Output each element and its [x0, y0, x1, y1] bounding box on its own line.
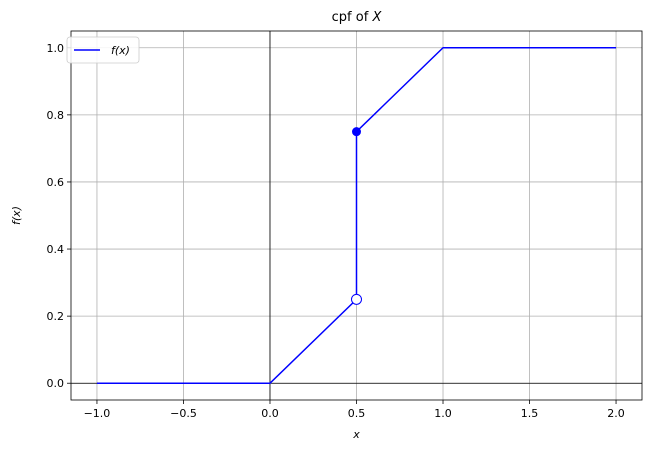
- y-tick-label: 0.4: [47, 243, 65, 256]
- y-ticks: 0.0 0.2 0.4 0.6 0.8 1.0: [47, 42, 71, 390]
- marker-layer: [351, 127, 362, 305]
- x-tick-label: 0.0: [261, 407, 279, 420]
- x-tick-label: −0.5: [170, 407, 197, 420]
- y-tick-label: 0.6: [47, 176, 65, 189]
- x-tick-label: 0.5: [348, 407, 366, 420]
- legend-label: f(x): [111, 44, 130, 57]
- x-tick-label: −1.0: [84, 407, 111, 420]
- x-tick-label: 1.5: [521, 407, 539, 420]
- chart-title: cpf of X: [332, 10, 383, 25]
- legend: f(x): [66, 36, 140, 64]
- x-axis-label: x: [352, 428, 360, 441]
- x-ticks: −1.0 −0.5 0.0 0.5 1.0 1.5 2.0: [84, 400, 625, 420]
- series-layer: [96, 47, 617, 384]
- open-point-marker: [351, 293, 362, 305]
- x-tick-label: 2.0: [607, 407, 625, 420]
- x-tick-label: 1.0: [434, 407, 452, 420]
- y-tick-label: 0.2: [47, 310, 65, 323]
- series-line: [96, 47, 617, 384]
- y-axis-label: f(x): [10, 206, 23, 225]
- y-tick-label: 0.0: [47, 377, 65, 390]
- legend-box: [66, 36, 140, 64]
- y-tick-label: 0.8: [47, 109, 65, 122]
- filled-point-marker: [352, 127, 361, 137]
- y-tick-label: 1.0: [47, 42, 65, 55]
